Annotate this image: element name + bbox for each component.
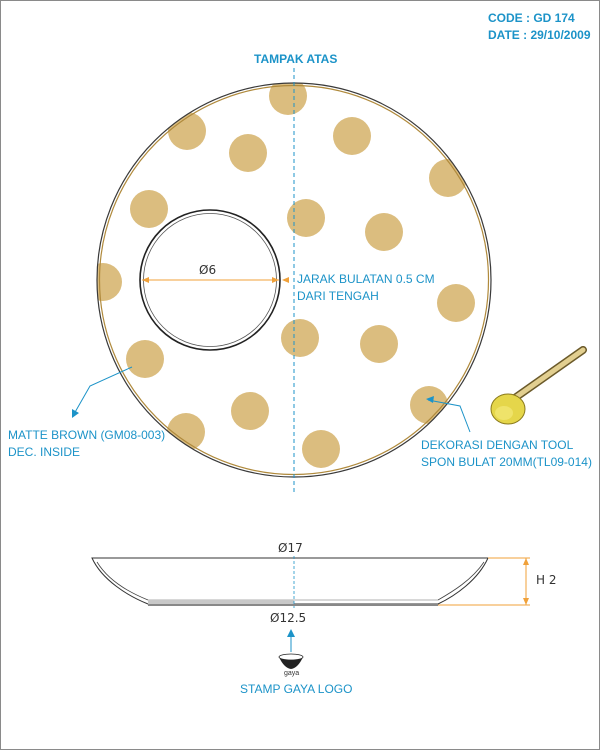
tool-note-line1: DEKORASI DENGAN TOOL xyxy=(421,438,574,452)
inner-diameter-label: Ø6 xyxy=(199,263,217,277)
dot xyxy=(302,430,340,468)
dot xyxy=(281,319,319,357)
dot xyxy=(231,392,269,430)
logo-leader-arrow xyxy=(287,629,295,637)
logo-brand-text: gaya xyxy=(284,670,300,677)
height-arrow-bottom xyxy=(523,598,529,605)
dot xyxy=(365,213,403,251)
logo-label: STAMP GAYA LOGO xyxy=(240,682,353,696)
drawing-date: DATE : 29/10/2009 xyxy=(488,28,591,42)
gaya-logo xyxy=(278,653,304,669)
dot xyxy=(97,263,122,301)
sponge-tool-illustration xyxy=(490,346,587,425)
glaze-note-line1: MATTE BROWN (GM08-003) xyxy=(8,428,166,442)
polka-dots xyxy=(97,83,475,468)
dot xyxy=(437,284,475,322)
dot xyxy=(126,340,164,378)
spacing-note-line2: DARI TENGAH xyxy=(297,289,379,303)
spacing-note-line1: JARAK BULATAN 0.5 CM xyxy=(297,272,435,286)
glaze-leader-arrow xyxy=(72,409,79,418)
base-diameter-label: Ø12.5 xyxy=(270,611,307,625)
glaze-note-line2: DEC. INSIDE xyxy=(8,445,81,459)
dot xyxy=(130,190,168,228)
drawing-code: CODE : GD 174 xyxy=(488,11,575,25)
spacing-arrow xyxy=(282,277,289,283)
dot xyxy=(229,134,267,172)
outer-diameter-label: Ø17 xyxy=(278,541,303,555)
tool-leader xyxy=(427,399,471,433)
dim-arrow-left xyxy=(142,277,149,283)
dot xyxy=(333,117,371,155)
tool-note-line2: SPON BULAT 20MM(TL09-014) xyxy=(421,455,592,469)
dot xyxy=(287,199,325,237)
height-arrow-top xyxy=(523,558,529,565)
glaze-leader xyxy=(73,366,133,415)
view-title: TAMPAK ATAS xyxy=(254,52,338,66)
dim-arrow-right xyxy=(272,277,279,283)
tool-leader-arrow xyxy=(426,396,434,403)
height-label: H 2 xyxy=(536,573,557,587)
dot xyxy=(360,325,398,363)
side-profile xyxy=(91,557,489,606)
dot xyxy=(429,159,467,197)
